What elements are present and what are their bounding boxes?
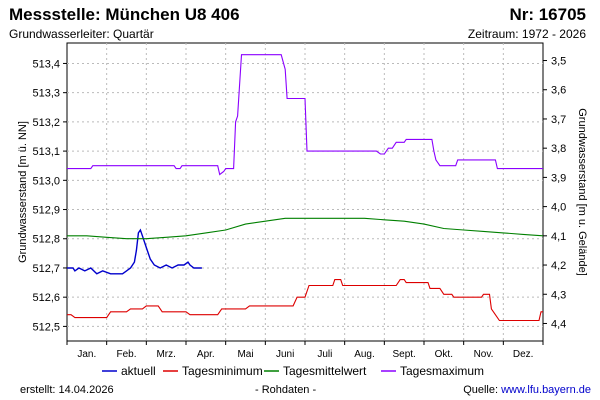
series-line-tagesmittelwert xyxy=(67,217,544,240)
series-line-tagesmaximum xyxy=(67,54,543,176)
y2-tick-label: 3,5 xyxy=(551,56,566,68)
y-tick-label: 513,4 xyxy=(32,58,60,70)
y-tick-label: 512,8 xyxy=(32,234,60,246)
y2-tick-label: 4,3 xyxy=(551,289,566,301)
legend-label: aktuell xyxy=(121,364,156,378)
source-link[interactable]: www.lfu.bayern.de xyxy=(501,384,591,396)
aquifer-label: Grundwasserleiter: Quartär xyxy=(9,27,154,41)
y2-axis-title: Grundwasserstand [m u. Gelände] xyxy=(576,108,588,276)
legend-label: Tagesminimum xyxy=(182,364,263,378)
x-tick-label: Apr. xyxy=(197,349,215,360)
series-line-tagesminimum xyxy=(67,279,543,322)
x-tick-label: Aug. xyxy=(354,349,375,360)
y-tick-label: 512,7 xyxy=(32,263,60,275)
y-tick-label: 513,1 xyxy=(32,146,60,158)
x-tick-label: Feb. xyxy=(116,349,136,360)
y2-tick-label: 4,4 xyxy=(551,318,566,330)
x-tick-label: Juli xyxy=(317,349,332,360)
x-tick-label: Jan. xyxy=(77,349,96,360)
legend-label: Tagesmaximum xyxy=(400,364,484,378)
source-label: Quelle: xyxy=(463,384,502,396)
x-tick-label: Juni xyxy=(276,349,294,360)
y2-tick-label: 3,9 xyxy=(551,172,566,184)
x-tick-label: Dez. xyxy=(513,349,534,360)
period-label: Zeitraum: 1972 - 2026 xyxy=(467,27,586,41)
y2-tick-label: 3,8 xyxy=(551,143,566,155)
y-tick-label: 512,9 xyxy=(32,205,60,217)
x-tick-label: Nov. xyxy=(474,349,494,360)
legend-label: Tagesmittelwert xyxy=(283,364,367,378)
y2-tick-label: 3,7 xyxy=(551,114,566,126)
source-credit: Quelle: www.lfu.bayern.de xyxy=(463,384,591,396)
y2-tick-label: 3,6 xyxy=(551,85,566,97)
series-line-aktuell xyxy=(67,228,202,275)
x-tick-label: Mrz. xyxy=(156,349,175,360)
y-tick-label: 512,5 xyxy=(32,321,60,333)
x-tick-label: Okt. xyxy=(435,349,453,360)
station-title: Messstelle: München U8 406 xyxy=(9,5,240,24)
created-date: erstellt: 14.04.2026 xyxy=(20,384,114,396)
y-tick-label: 512,6 xyxy=(32,292,60,304)
raw-data-note: - Rohdaten - xyxy=(255,384,317,396)
x-tick-label: Sept. xyxy=(392,349,415,360)
y-tick-label: 513,0 xyxy=(32,175,60,187)
x-tick-label: Mai xyxy=(237,349,253,360)
station-number: Nr: 16705 xyxy=(509,5,586,24)
y2-tick-label: 4,0 xyxy=(551,202,566,214)
y-axis-title: Grundwasserstand [m ü. NN] xyxy=(17,121,29,263)
y-tick-label: 513,2 xyxy=(32,117,60,129)
y-tick-label: 513,3 xyxy=(32,88,60,100)
y2-tick-label: 4,1 xyxy=(551,231,566,243)
y2-tick-label: 4,2 xyxy=(551,260,566,272)
